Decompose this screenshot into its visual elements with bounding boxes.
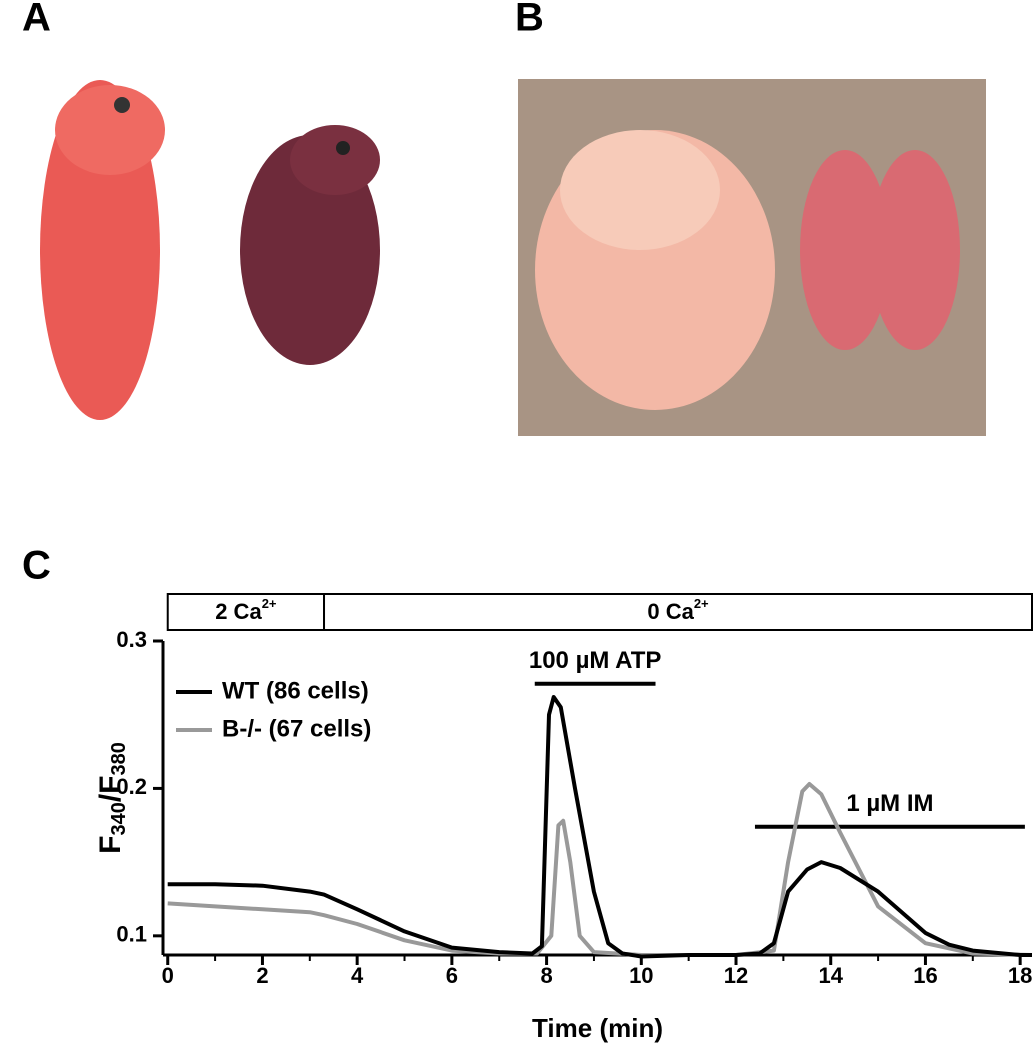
y-axis-title-part: 340 (108, 802, 130, 835)
photo-a (40, 80, 380, 420)
y-tick-label: 0.3 (116, 627, 147, 652)
x-tick-label: 10 (629, 963, 653, 988)
y-axis-title-part: /F (94, 776, 127, 803)
x-tick-label: 0 (162, 963, 174, 988)
y-axis-title-part: 380 (108, 742, 130, 775)
x-tick-label: 4 (351, 963, 364, 988)
x-tick-label: 2 (256, 963, 268, 988)
legend-label: WT (86 cells) (222, 677, 369, 704)
condition-text: 2 Ca (215, 599, 262, 624)
series-line (167, 782, 1033, 957)
condition-sup: 2+ (262, 596, 277, 611)
panel-label: B (515, 0, 544, 40)
x-tick-label: 12 (724, 963, 748, 988)
x-axis-title: Time (min) (532, 1013, 663, 1043)
panel-label: A (22, 0, 51, 40)
legend-label: B-/- (67 cells) (222, 715, 371, 742)
x-tick-label: 14 (818, 963, 843, 988)
annotation-label: 1 µM IM (846, 790, 933, 817)
x-tick-label: 6 (446, 963, 458, 988)
condition-box (323, 593, 1033, 631)
y-tick-label: 0.2 (116, 774, 147, 799)
condition-label: 2 Ca2+ (215, 596, 277, 623)
y-axis-title-part: F (94, 836, 127, 854)
y-axis-title: F340/F380 (94, 742, 130, 854)
photo-b (518, 79, 986, 436)
condition-label: 0 Ca2+ (647, 596, 709, 623)
y-tick-label: 0.1 (116, 922, 147, 947)
x-tick-label: 8 (540, 963, 552, 988)
condition-sup: 2+ (694, 596, 709, 611)
panel-label: C (22, 544, 51, 588)
annotation-label: 100 µM ATP (529, 647, 662, 674)
chart: 0.1 0.2 0.3 0 2 4 6 8 10 12 14 16 18 Time (min) F340/F… (94, 593, 1033, 1043)
x-tick-label: 16 (913, 963, 937, 988)
condition-text: 0 Ca (647, 599, 694, 624)
x-tick-label: 18 (1008, 963, 1032, 988)
series-line (167, 695, 1032, 959)
